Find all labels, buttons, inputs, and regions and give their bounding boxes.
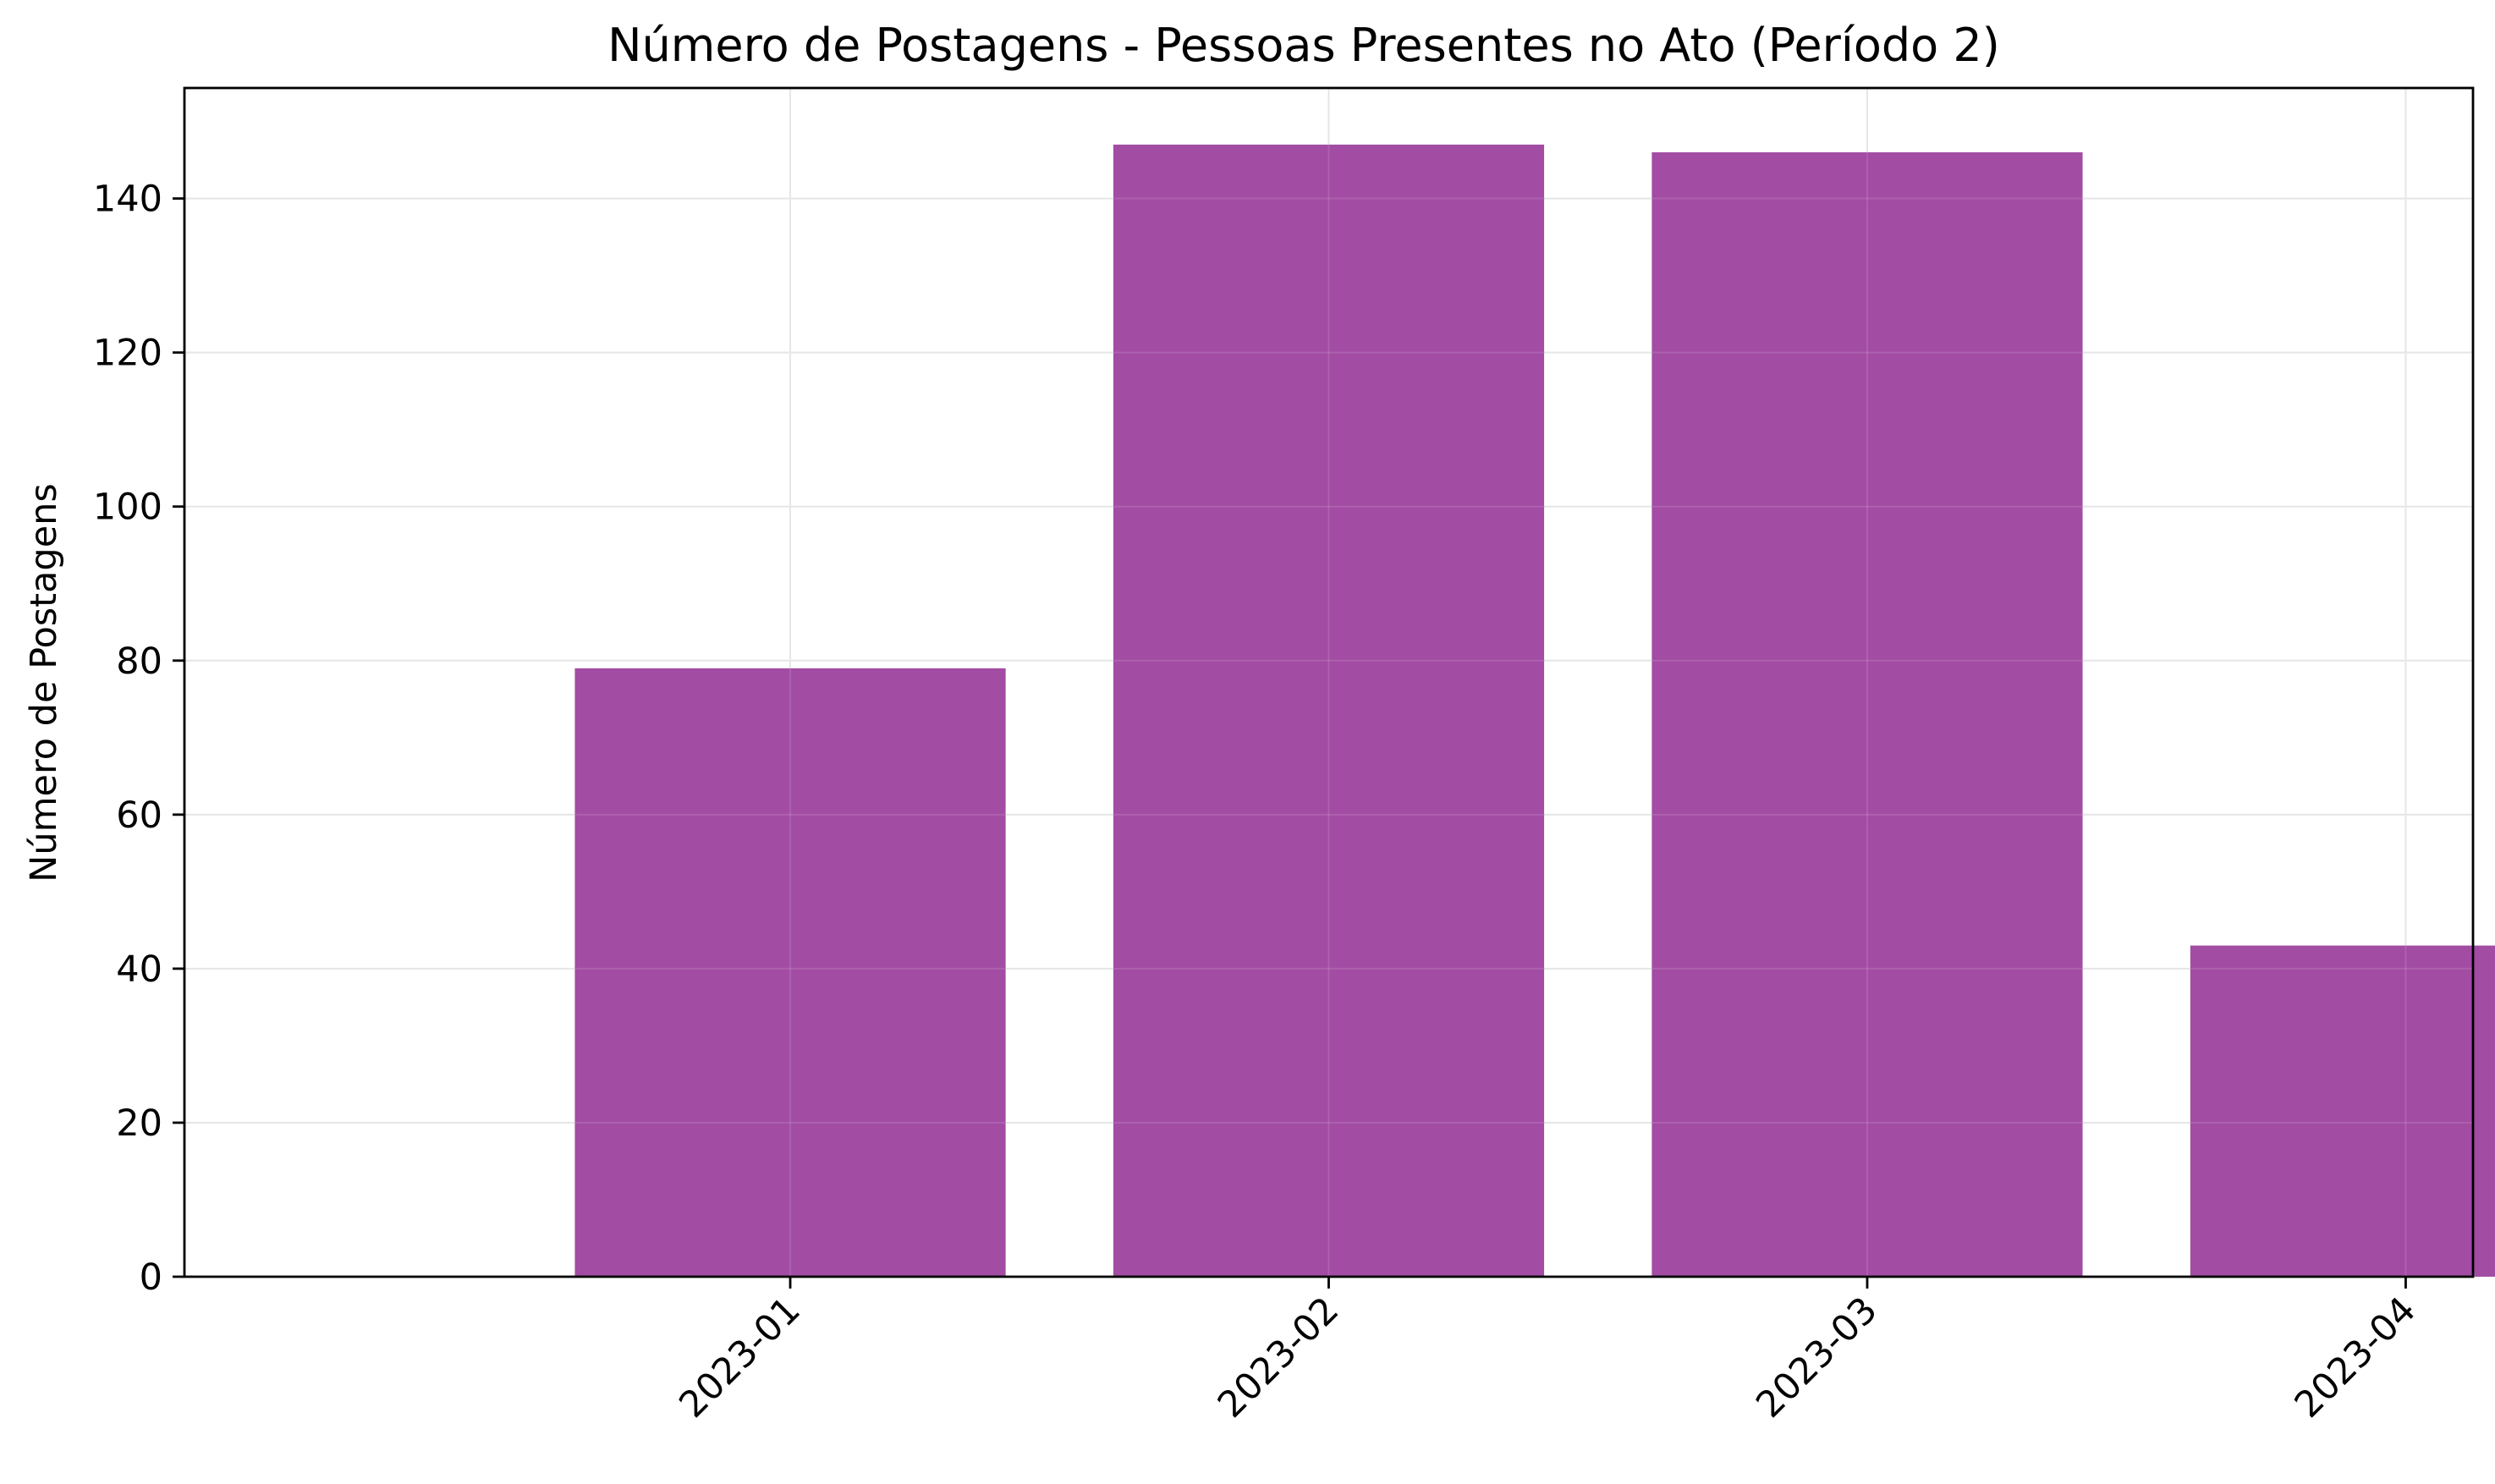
y-tick-label: 20 bbox=[116, 1102, 162, 1145]
gridlines-overlay bbox=[184, 88, 2473, 1278]
bar-2023-01 bbox=[574, 668, 1006, 1277]
bar-2023-04 bbox=[2190, 945, 2495, 1277]
y-tick-label: 80 bbox=[116, 640, 162, 683]
y-axis-label: Número de Postagens bbox=[23, 483, 65, 882]
bar-2023-03 bbox=[1651, 152, 2083, 1277]
y-tick-label: 120 bbox=[93, 333, 162, 375]
chart-title: Número de Postagens - Pessoas Presentes … bbox=[607, 19, 2000, 72]
y-tick-label: 140 bbox=[93, 179, 162, 221]
bars bbox=[574, 144, 2495, 1277]
bar-2023-02 bbox=[1113, 144, 1545, 1277]
y-tick-label: 60 bbox=[116, 794, 162, 837]
y-tick-label: 40 bbox=[116, 948, 162, 991]
y-tick-label: 0 bbox=[140, 1256, 162, 1299]
y-tick-label: 100 bbox=[93, 486, 162, 529]
